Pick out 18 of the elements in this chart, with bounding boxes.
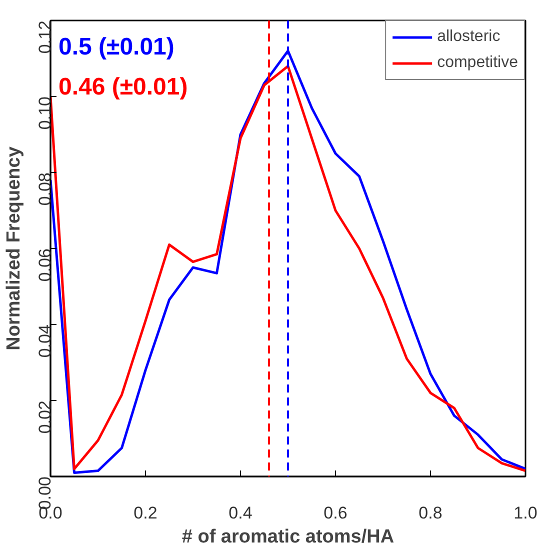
y-tick-label: 0.04	[36, 324, 54, 358]
y-tick-label: 0.10	[36, 96, 54, 130]
y-tick-label: 0.02	[36, 400, 54, 434]
x-tick-label: 0.4	[228, 504, 252, 522]
x-tick-label: 0.8	[418, 504, 442, 522]
x-tick-label: 0.6	[324, 504, 348, 522]
legend-label: competitive	[437, 54, 518, 72]
legend-label: allosteric	[437, 28, 500, 46]
x-tick-label: 0.2	[134, 504, 158, 522]
y-tick-label: 0.06	[36, 248, 54, 282]
ref-line-label: 0.5 (±0.01)	[58, 34, 174, 60]
y-tick-label: 0.12	[36, 20, 54, 54]
x-axis-title: # of aromatic atoms/HA	[182, 526, 394, 548]
x-tick-label: 1.0	[514, 504, 538, 522]
y-tick-label: 0.00	[36, 476, 54, 510]
ref-line-label: 0.46 (±0.01)	[58, 74, 188, 100]
y-tick-label: 0.08	[36, 172, 54, 206]
y-axis-title: Normalized Frequency	[4, 146, 24, 350]
